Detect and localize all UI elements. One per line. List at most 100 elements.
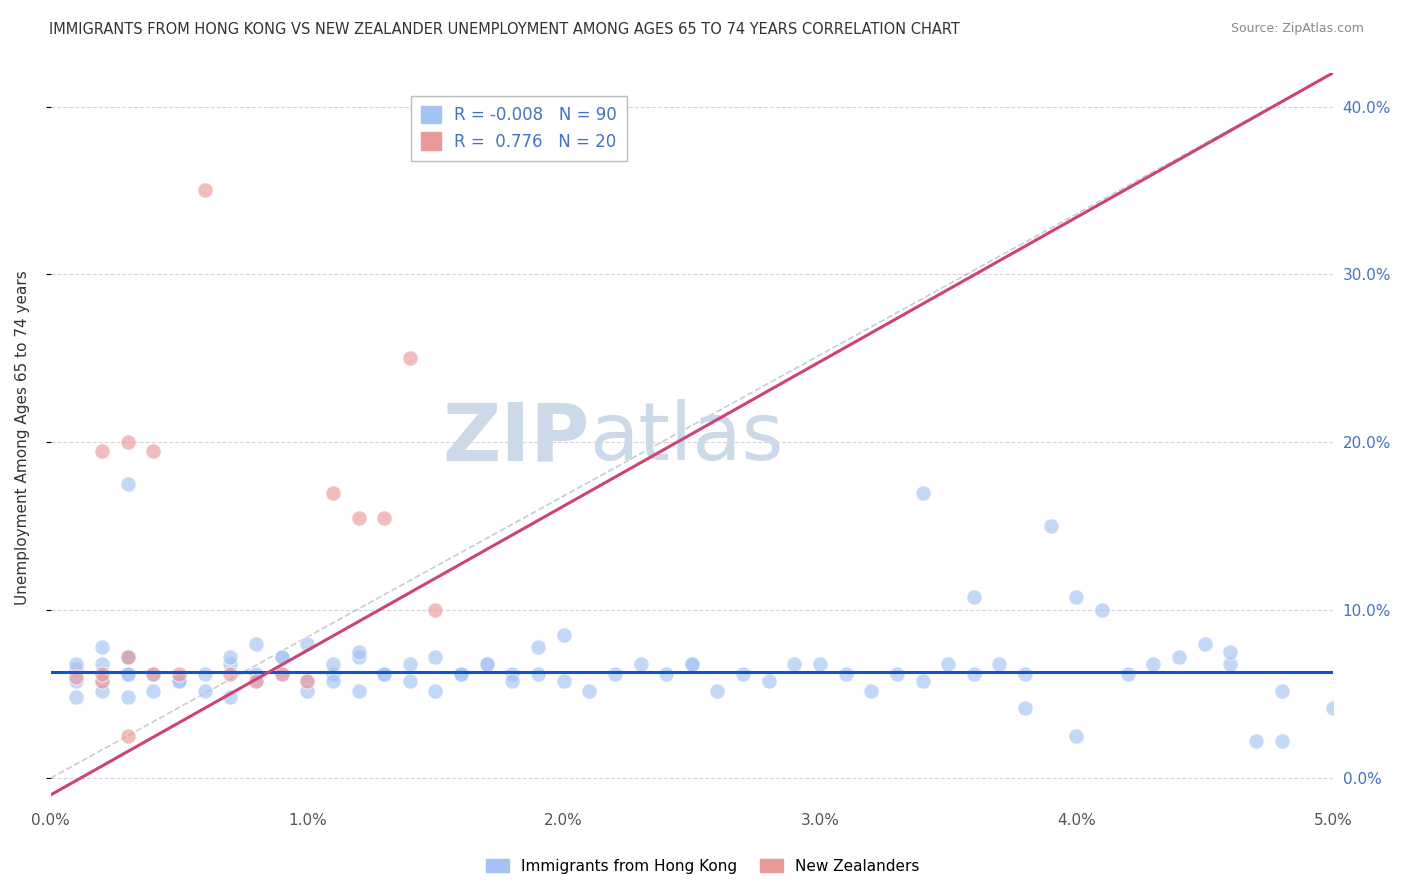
Point [142, 683, 165, 698]
Point [681, 657, 703, 671]
Point [373, 511, 395, 525]
Point [322, 673, 344, 688]
Point [450, 667, 472, 681]
Point [578, 683, 600, 698]
Point [398, 657, 420, 671]
Point [398, 673, 420, 688]
Point [1014, 667, 1036, 681]
Point [219, 657, 242, 671]
Point [91, 673, 114, 688]
Point [808, 657, 831, 671]
Point [553, 673, 575, 688]
Point [297, 673, 319, 688]
Point [322, 485, 344, 500]
Point [425, 683, 447, 698]
Point [1168, 650, 1191, 665]
Point [911, 485, 934, 500]
Point [758, 673, 780, 688]
Point [475, 657, 498, 671]
Point [117, 690, 139, 705]
Point [219, 667, 242, 681]
Text: atlas: atlas [589, 399, 783, 477]
Point [270, 667, 292, 681]
Point [91, 683, 114, 698]
Point [681, 657, 703, 671]
Point [425, 603, 447, 617]
Point [501, 673, 523, 688]
Point [347, 683, 370, 698]
Point [270, 667, 292, 681]
Point [1194, 637, 1216, 651]
Point [630, 657, 652, 671]
Point [219, 650, 242, 665]
Point [142, 667, 165, 681]
Point [1270, 683, 1292, 698]
Point [501, 667, 523, 681]
Point [527, 667, 550, 681]
Point [194, 667, 217, 681]
Point [1116, 667, 1139, 681]
Point [603, 667, 626, 681]
Point [322, 657, 344, 671]
Legend: Immigrants from Hong Kong, New Zealanders: Immigrants from Hong Kong, New Zealander… [479, 853, 927, 880]
Point [398, 351, 420, 366]
Point [1066, 590, 1088, 604]
Point [270, 650, 292, 665]
Point [347, 650, 370, 665]
Point [117, 477, 139, 491]
Point [988, 657, 1011, 671]
Point [347, 645, 370, 659]
Point [1142, 657, 1164, 671]
Point [142, 443, 165, 458]
Point [65, 673, 87, 688]
Point [1270, 734, 1292, 748]
Point [167, 673, 190, 688]
Text: Source: ZipAtlas.com: Source: ZipAtlas.com [1230, 22, 1364, 36]
Point [167, 667, 190, 681]
Point [194, 184, 217, 198]
Point [1091, 603, 1114, 617]
Point [117, 729, 139, 743]
Point [911, 673, 934, 688]
Point [65, 690, 87, 705]
Point [1039, 519, 1062, 533]
Point [373, 667, 395, 681]
Point [1219, 645, 1241, 659]
Point [297, 673, 319, 688]
Point [91, 443, 114, 458]
Legend: R = -0.008   N = 90, R =  0.776   N = 20: R = -0.008 N = 90, R = 0.776 N = 20 [411, 96, 627, 161]
Point [297, 683, 319, 698]
Point [1014, 700, 1036, 714]
Point [373, 667, 395, 681]
Point [297, 637, 319, 651]
Point [167, 673, 190, 688]
Point [655, 667, 678, 681]
Point [65, 670, 87, 684]
Point [1244, 734, 1267, 748]
Point [91, 657, 114, 671]
Point [425, 650, 447, 665]
Point [245, 637, 267, 651]
Point [91, 673, 114, 688]
Point [322, 667, 344, 681]
Point [1219, 657, 1241, 671]
Point [194, 683, 217, 698]
Point [527, 640, 550, 654]
Point [65, 662, 87, 676]
Point [65, 657, 87, 671]
Point [117, 650, 139, 665]
Point [245, 667, 267, 681]
Point [245, 673, 267, 688]
Point [91, 667, 114, 681]
Point [91, 640, 114, 654]
Point [553, 628, 575, 642]
Point [219, 690, 242, 705]
Point [1322, 700, 1344, 714]
Point [733, 667, 755, 681]
Point [706, 683, 728, 698]
Point [117, 667, 139, 681]
Point [117, 667, 139, 681]
Point [860, 683, 883, 698]
Point [270, 650, 292, 665]
Text: ZIP: ZIP [441, 399, 589, 477]
